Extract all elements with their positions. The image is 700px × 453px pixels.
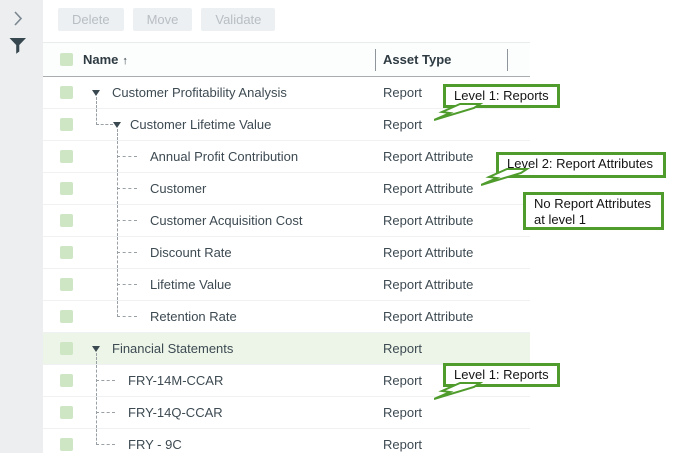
row-asset-type-label: Report Attribute	[383, 309, 474, 324]
tree-connector	[96, 429, 97, 445]
row-checkbox[interactable]	[60, 182, 73, 195]
table-row[interactable]: Retention Rate Report Attribute	[43, 301, 530, 333]
callout-tail-icon	[433, 382, 484, 401]
row-checkbox[interactable]	[60, 278, 73, 291]
callout-tail-icon	[480, 168, 531, 187]
row-name-label: Annual Profit Contribution	[150, 149, 299, 164]
move-button[interactable]: Move	[132, 8, 193, 31]
row-name-label: Customer Acquisition Cost	[150, 213, 303, 228]
row-name-label: Customer Profitability Analysis	[112, 85, 287, 100]
row-name-label: Customer	[150, 181, 207, 196]
table-row[interactable]: Customer Lifetime Value Report	[43, 109, 530, 141]
tree-connector	[96, 124, 113, 125]
row-checkbox[interactable]	[60, 214, 73, 227]
row-checkbox[interactable]	[60, 150, 73, 163]
row-asset-type-label: Report	[383, 373, 423, 388]
sidebar-expand-icon[interactable]	[14, 11, 23, 31]
asset-type-column-header[interactable]: Asset Type	[383, 52, 452, 67]
sort-ascending-icon: ↑	[122, 55, 128, 67]
callout-text: Level 2: Report Attributes	[507, 156, 653, 171]
row-asset-type-label: Report	[383, 341, 423, 356]
callout-tail-icon	[433, 103, 484, 122]
tree-connector	[117, 252, 137, 253]
row-asset-type-label: Report Attribute	[383, 213, 474, 228]
row-asset-type-label: Report	[383, 85, 423, 100]
tree-connector	[96, 444, 115, 445]
row-name-label: Customer Lifetime Value	[130, 117, 272, 132]
tree-connector	[96, 97, 97, 108]
row-checkbox[interactable]	[60, 310, 73, 323]
row-asset-type-label: Report	[383, 117, 423, 132]
tree-connector	[96, 109, 97, 125]
row-asset-type-label: Report	[383, 405, 423, 420]
validate-button[interactable]: Validate	[201, 8, 276, 31]
tree-connector	[96, 353, 97, 364]
tree-connector	[117, 156, 137, 157]
row-name-label: FRY-14M-CCAR	[128, 373, 224, 388]
row-name-label: Retention Rate	[150, 309, 237, 324]
column-separator	[375, 49, 376, 71]
toolbar: Delete Move Validate	[58, 8, 276, 31]
row-checkbox[interactable]	[60, 118, 73, 131]
callout-text: No Report Attributes at level 1	[534, 196, 652, 227]
tree-connector	[117, 316, 137, 317]
name-column-header[interactable]: Name ↑	[83, 52, 128, 67]
tree-connector	[117, 301, 118, 317]
tree-connector	[96, 380, 115, 381]
expander-icon[interactable]	[92, 346, 100, 352]
filter-sidebar	[0, 0, 43, 453]
callout: Level 2: Report Attributes	[480, 152, 666, 186]
table-row[interactable]: FRY - 9C Report	[43, 429, 530, 453]
table-row[interactable]: Lifetime Value Report Attribute	[43, 269, 530, 301]
table-header: Name ↑ Asset Type	[43, 42, 530, 77]
row-checkbox[interactable]	[60, 246, 73, 259]
row-asset-type-label: Report	[383, 437, 423, 452]
table-row[interactable]: Financial Statements Report	[43, 333, 530, 365]
callout: Level 1: Reports	[433, 84, 560, 121]
row-checkbox[interactable]	[60, 406, 73, 419]
row-name-label: Discount Rate	[150, 245, 232, 260]
row-checkbox[interactable]	[60, 342, 73, 355]
row-name-label: Lifetime Value	[150, 277, 232, 292]
expander-icon[interactable]	[92, 90, 100, 96]
filter-icon[interactable]	[9, 37, 27, 60]
row-asset-type-label: Report Attribute	[383, 277, 474, 292]
row-asset-type-label: Report Attribute	[383, 245, 474, 260]
row-checkbox[interactable]	[60, 374, 73, 387]
row-asset-type-label: Report Attribute	[383, 149, 474, 164]
table-row[interactable]: FRY-14Q-CCAR Report	[43, 397, 530, 429]
tree-connector	[117, 188, 137, 189]
tree-connector	[96, 412, 115, 413]
callout: No Report Attributes at level 1	[523, 192, 664, 230]
header-checkbox[interactable]	[60, 53, 73, 66]
column-separator	[507, 49, 508, 71]
tree-connector	[117, 284, 137, 285]
callout-text: Level 1: Reports	[454, 88, 549, 103]
row-name-label: FRY-14Q-CCAR	[128, 405, 223, 420]
table-row[interactable]: Discount Rate Report Attribute	[43, 237, 530, 269]
row-name-label: FRY - 9C	[128, 437, 182, 452]
row-checkbox[interactable]	[60, 438, 73, 451]
expander-icon[interactable]	[113, 122, 121, 128]
row-checkbox[interactable]	[60, 86, 73, 99]
tree-connector	[117, 220, 137, 221]
row-name-label: Financial Statements	[112, 341, 234, 356]
table-row[interactable]: Customer Acquisition Cost Report Attribut…	[43, 205, 530, 237]
row-asset-type-label: Report Attribute	[383, 181, 474, 196]
tree-connector	[117, 129, 118, 140]
delete-button[interactable]: Delete	[58, 8, 124, 31]
table-row[interactable]: Customer Report Attribute	[43, 173, 530, 205]
callout-text: Level 1: Reports	[454, 367, 549, 382]
table-row[interactable]: Annual Profit Contribution Report Attribu…	[43, 141, 530, 173]
callout: Level 1: Reports	[433, 363, 560, 400]
